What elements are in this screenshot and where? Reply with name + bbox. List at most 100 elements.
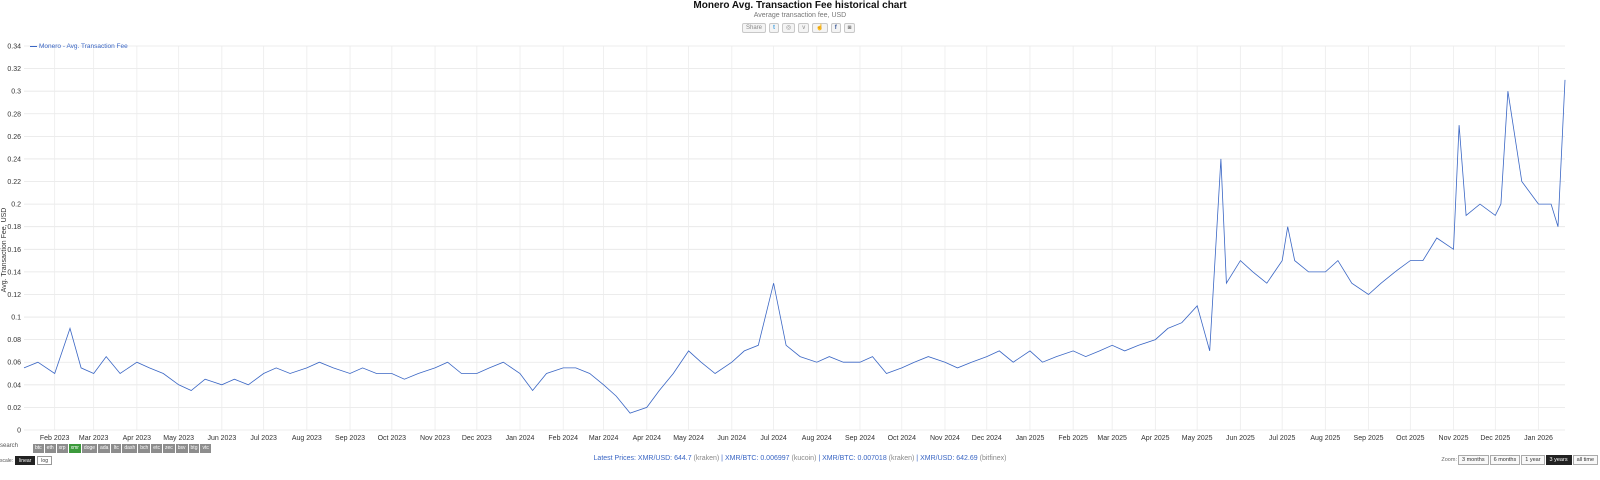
currency-chip-doge[interactable]: doge <box>81 444 98 453</box>
price-item[interactable]: XMR/BTC: 0.007018 <box>822 455 887 462</box>
x-tick-label: Aug 2023 <box>292 435 322 442</box>
legend-series-label: Monero - Avg. Transaction Fee <box>39 43 128 50</box>
x-tick-label: Nov 2023 <box>420 435 450 442</box>
x-tick-label: Oct 2025 <box>1396 435 1425 442</box>
legend-swatch <box>30 45 37 47</box>
currency-chip-ada[interactable]: ada <box>98 444 111 453</box>
y-tick-label: 0.12 <box>7 292 21 299</box>
x-tick-label: May 2025 <box>1182 435 1213 442</box>
x-tick-label: Jan 2025 <box>1016 435 1045 442</box>
currency-chip-dash[interactable]: dash <box>122 444 138 453</box>
zoom-3-years-button[interactable]: 3 years <box>1545 455 1572 465</box>
x-tick-label: Feb 2024 <box>548 435 578 442</box>
x-tick-label: Jun 2023 <box>207 435 236 442</box>
price-source: (kraken) <box>693 455 720 462</box>
reddit-icon[interactable]: ◎ <box>782 22 796 33</box>
x-tick-label: Apr 2025 <box>1141 435 1170 442</box>
y-tick-label: 0.16 <box>7 247 21 254</box>
x-tick-label: Dec 2023 <box>462 435 492 442</box>
x-tick-label: Dec 2025 <box>1480 435 1510 442</box>
facebook-icon[interactable]: f <box>830 22 841 33</box>
scale-linear-button[interactable]: linear <box>15 456 36 465</box>
x-axis-ticks: Feb 2023 Mar 2023 Apr 2023 May 2023 Jun 2023… <box>40 435 1553 442</box>
zoom-all-time-button[interactable]: all time <box>1572 455 1598 465</box>
x-tick-label: Jan 2024 <box>506 435 535 442</box>
x-tick-label: Sep 2023 <box>335 435 365 442</box>
like-icon[interactable]: ☝ <box>812 22 828 33</box>
x-tick-label: Nov 2025 <box>1439 435 1469 442</box>
twitter-icon[interactable]: t <box>769 22 780 33</box>
x-tick-label: Aug 2025 <box>1310 435 1340 442</box>
share-bar: Share t ◎ v ☝ f ◙ <box>742 22 856 33</box>
x-tick-label: Sep 2025 <box>1354 435 1384 442</box>
currency-chip-xmr[interactable]: xmr <box>68 444 81 453</box>
x-tick-label: Apr 2024 <box>633 435 662 442</box>
zoom-controls: Zoom: 3 months 6 months 1 year 3 years a… <box>1441 455 1598 465</box>
zoom-3-months-button[interactable]: 3 months <box>1457 455 1489 465</box>
y-tick-label: 0.04 <box>7 382 21 389</box>
camera-icon[interactable]: ◙ <box>843 22 856 33</box>
y-tick-label: 0.34 <box>7 44 21 51</box>
currency-chip-xrp[interactable]: xrp <box>56 444 68 453</box>
y-tick-label: 0.32 <box>7 66 21 73</box>
x-tick-label: Mar 2025 <box>1097 435 1127 442</box>
zoom-label: Zoom: <box>1441 457 1457 463</box>
y-tick-label: 0.2 <box>11 202 21 209</box>
x-tick-label: Feb 2025 <box>1058 435 1088 442</box>
x-tick-label: Mar 2024 <box>589 435 619 442</box>
grid-lines <box>24 45 1565 431</box>
y-tick-label: 0.26 <box>7 134 21 141</box>
y-axis-ticks: 0 0.02 0.04 0.06 0.08 0.1 0.12 0.14 0.16 0.18 0.2 0… <box>7 44 21 435</box>
x-tick-label: Jun 2024 <box>717 435 746 442</box>
x-tick-label: May 2024 <box>673 435 704 442</box>
y-tick-label: 0.22 <box>7 179 21 186</box>
share-button[interactable]: Share <box>742 22 767 33</box>
y-tick-label: 0.28 <box>7 111 21 118</box>
x-tick-label: Sep 2024 <box>845 435 875 442</box>
y-tick-label: 0.02 <box>7 405 21 412</box>
line-chart: 0 0.02 0.04 0.06 0.08 0.1 0.12 0.14 0.16 0.18 0.2 0… <box>1 44 1566 442</box>
x-tick-label: Nov 2024 <box>930 435 960 442</box>
y-tick-label: 0.18 <box>7 224 21 231</box>
scale-label: scale: <box>0 457 14 464</box>
latest-prices: Latest Prices: XMR/USD: 644.7 (kraken) |… <box>593 455 1007 462</box>
price-item[interactable]: XMR/USD: 644.7 <box>637 455 692 462</box>
x-tick-label: Dec 2024 <box>972 435 1002 442</box>
currency-chip-etc[interactable]: etc <box>151 444 162 453</box>
currency-chip-zec[interactable]: zec <box>162 444 175 453</box>
x-tick-label: Jan 2026 <box>1524 435 1553 442</box>
currency-chip-ltc[interactable]: ltc <box>111 444 122 453</box>
currency-chips: btc eth xrp xmr doge ada ltc dash bch etc zec bsv bt… <box>33 444 211 453</box>
currency-chip-btg[interactable]: btg <box>188 444 200 453</box>
y-tick-label: 0.1 <box>11 315 21 322</box>
chart-legend[interactable]: Monero - Avg. Transaction Fee <box>30 43 128 50</box>
price-source: (kraken) <box>888 455 915 462</box>
x-tick-label: Oct 2024 <box>888 435 917 442</box>
scale-log-button[interactable]: log <box>37 456 52 465</box>
y-tick-label: 0.06 <box>7 360 21 367</box>
zoom-1-year-button[interactable]: 1 year <box>1521 455 1545 465</box>
prices-label: Latest Prices: <box>593 455 636 462</box>
y-tick-label: 0.14 <box>7 269 21 276</box>
x-tick-label: Feb 2023 <box>40 435 70 442</box>
y-axis-label: Avg. Transaction Fee, USD <box>1 208 8 293</box>
x-tick-label: Oct 2023 <box>378 435 407 442</box>
currency-chip-vtc[interactable]: vtc <box>200 444 211 453</box>
y-tick-label: 0 <box>17 428 21 435</box>
currency-chip-bsv[interactable]: bsv <box>175 444 188 453</box>
price-item[interactable]: XMR/USD: 642.69 <box>920 455 978 462</box>
x-tick-label: Jul 2024 <box>760 435 787 442</box>
x-tick-label: Jul 2025 <box>1269 435 1296 442</box>
y-tick-label: 0.08 <box>7 337 21 344</box>
vk-icon[interactable]: v <box>798 22 810 33</box>
chart-title: Monero Avg. Transaction Fee historical c… <box>693 0 907 11</box>
currency-chip-bch[interactable]: bch <box>138 444 151 453</box>
series-line-xmr-fee <box>23 79 1566 414</box>
currency-chip-eth[interactable]: eth <box>44 444 56 453</box>
y-tick-label: 0.24 <box>7 156 21 163</box>
currency-chip-btc[interactable]: btc <box>33 444 44 453</box>
price-item[interactable]: XMR/BTC: 0.006997 <box>724 455 790 462</box>
search-label[interactable]: search <box>0 443 19 449</box>
zoom-6-months-button[interactable]: 6 months <box>1489 455 1521 465</box>
x-tick-label: Mar 2023 <box>79 435 109 442</box>
